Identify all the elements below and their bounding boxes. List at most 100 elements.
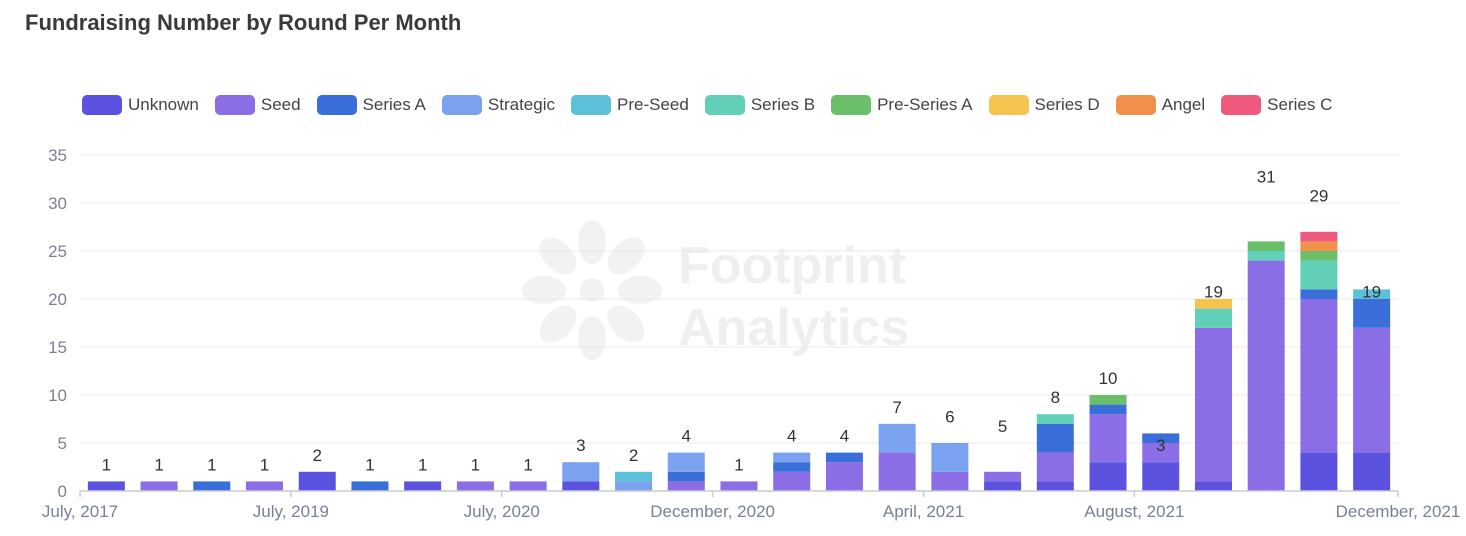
bar-segment-series-a	[1142, 433, 1180, 443]
bar-segment-strategic	[773, 452, 811, 463]
bar-segment-strategic	[878, 423, 916, 453]
legend-item-pre-series-a[interactable]: Pre-Series A	[831, 95, 973, 115]
legend-item-strategic[interactable]: Strategic	[441, 95, 555, 115]
x-tick-label: December, 2020	[650, 502, 775, 521]
y-tick-label: 30	[48, 194, 67, 213]
bar-total-label: 3	[1156, 436, 1165, 455]
bar-segment-unknown	[298, 471, 336, 491]
legend-label: Unknown	[128, 95, 199, 114]
bar-total-label: 2	[629, 446, 638, 465]
legend-swatch	[441, 95, 482, 115]
bar-segment-strategic	[931, 443, 969, 472]
legend-swatch	[831, 95, 872, 115]
bar-segment-series-a	[1036, 423, 1074, 453]
bar-segment-series-a	[193, 481, 231, 491]
bar-total-label: 1	[734, 455, 743, 474]
bar-segment-seed	[140, 481, 178, 491]
bar-segment-unknown	[404, 481, 442, 491]
bar-segment-seed	[773, 471, 811, 491]
bar-segment-strategic	[615, 481, 653, 491]
bar-segment-pre-series-a	[1300, 251, 1338, 261]
bar-segment-seed	[825, 462, 863, 491]
bar-segment-seed	[984, 471, 1022, 482]
bar-segment-seed	[1247, 260, 1285, 491]
bar-segment-series-b	[1194, 308, 1232, 328]
bar-total-label: 3	[576, 436, 585, 455]
bar-segment-pre-seed	[615, 471, 653, 482]
bar-total-label: 7	[892, 398, 901, 417]
legend-label: Series C	[1267, 95, 1333, 114]
legend-item-series-d[interactable]: Series D	[988, 95, 1100, 115]
bar-segment-unknown	[562, 481, 600, 491]
bar-segment-series-a	[1089, 404, 1127, 415]
bar-segment-strategic	[667, 452, 705, 472]
legend-swatch	[82, 95, 122, 115]
legend-item-angel[interactable]: Angel	[1115, 95, 1205, 115]
bar-segment-pre-seed	[1353, 289, 1391, 299]
bar-segment-seed	[1353, 327, 1391, 453]
bar-segment-seed	[720, 481, 758, 491]
bar-segment-seed	[246, 481, 284, 491]
bar-segment-angel	[1300, 241, 1338, 251]
bar-segment-unknown	[1194, 481, 1232, 491]
y-tick-label: 0	[58, 482, 67, 501]
legend-swatch	[704, 95, 745, 115]
bar-total-label: 1	[102, 455, 111, 474]
legend-item-series-a[interactable]: Series A	[316, 95, 426, 115]
legend-item-unknown[interactable]: Unknown	[82, 95, 199, 115]
bar-segment-unknown	[1142, 462, 1180, 491]
bar-segment-series-a	[351, 481, 389, 491]
bar-segment-seed	[1036, 452, 1074, 482]
bar-segment-seed	[667, 481, 705, 491]
bar-total-label: 29	[1309, 187, 1328, 206]
bar-segment-unknown	[1353, 452, 1391, 491]
bar-total-label: 5	[998, 417, 1007, 436]
legend-item-pre-seed[interactable]: Pre-Seed	[570, 95, 689, 115]
bar-total-label: 19	[1204, 283, 1223, 302]
y-tick-label: 25	[48, 242, 67, 261]
bar-total-label: 10	[1099, 369, 1118, 388]
legend-label: Series D	[1034, 95, 1100, 114]
legend-swatch	[570, 95, 611, 115]
bar-total-label: 4	[787, 427, 796, 446]
bar-segment-unknown	[1036, 481, 1074, 491]
legend-item-seed[interactable]: Seed	[214, 95, 301, 115]
legend-swatch	[316, 95, 357, 115]
legend-label: Series B	[750, 95, 816, 114]
bar-total-label: 1	[365, 455, 374, 474]
bar-segment-series-a	[1353, 299, 1391, 328]
bar-segment-pre-series-a	[1247, 241, 1285, 251]
legend-swatch	[1115, 95, 1156, 115]
bar-total-label: 31	[1257, 167, 1276, 186]
bar-total-label: 1	[260, 455, 269, 474]
bar-total-label: 1	[207, 455, 216, 474]
bar-total-label: 1	[471, 455, 480, 474]
legend-swatch	[214, 95, 255, 115]
bar-total-label: 1	[154, 455, 163, 474]
bar-segment-series-a	[667, 471, 705, 482]
x-tick-label: July, 2019	[253, 502, 329, 521]
bar-total-label: 1	[523, 455, 532, 474]
legend-label: Pre-Series A	[877, 95, 973, 114]
bar-segment-seed	[1300, 299, 1338, 453]
bar-segment-series-b	[1036, 414, 1074, 424]
legend-item-series-b[interactable]: Series B	[704, 95, 816, 115]
bar-segment-seed	[931, 471, 969, 491]
bar-total-label: 2	[313, 446, 322, 465]
bar-total-label: 4	[840, 427, 849, 446]
bar-total-label: 19	[1362, 283, 1381, 302]
bar-segment-seed	[1089, 414, 1127, 463]
legend-swatch	[1221, 95, 1262, 115]
bar-segment-unknown	[1089, 462, 1127, 491]
y-tick-label: 35	[48, 146, 67, 165]
bar-segment-series-b	[1300, 260, 1338, 290]
legend-swatch	[988, 95, 1029, 115]
bar-segment-unknown	[984, 481, 1022, 491]
bar-segment-unknown	[87, 481, 125, 491]
x-tick-label: April, 2021	[883, 502, 964, 521]
legend-item-series-c[interactable]: Series C	[1221, 95, 1332, 115]
bar-segment-unknown	[1300, 452, 1338, 491]
bar-segment-seed	[1142, 443, 1180, 463]
